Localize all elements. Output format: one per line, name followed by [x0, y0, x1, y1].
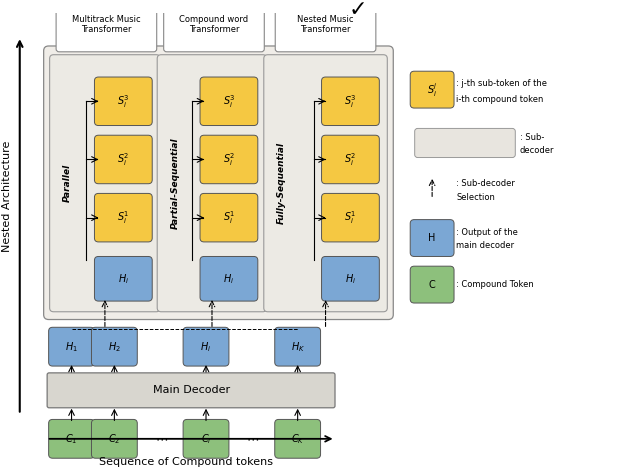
Text: Parallel: Parallel	[63, 164, 72, 202]
Text: $C_K$: $C_K$	[291, 432, 305, 446]
Text: $C_i$: $C_i$	[201, 432, 211, 446]
Text: $H_2$: $H_2$	[108, 340, 121, 354]
Text: : j-th sub-token of the: : j-th sub-token of the	[456, 79, 547, 88]
Text: $S_i^j$: $S_i^j$	[427, 81, 438, 98]
Text: H: H	[428, 233, 436, 243]
Text: Fully-Sequential: Fully-Sequential	[277, 142, 286, 224]
FancyBboxPatch shape	[264, 55, 387, 312]
FancyBboxPatch shape	[95, 77, 152, 126]
Text: Multitrack Music
Transformer: Multitrack Music Transformer	[72, 15, 141, 34]
Text: $S_i^1$: $S_i^1$	[344, 209, 356, 226]
Text: $C_1$: $C_1$	[65, 432, 77, 446]
FancyBboxPatch shape	[410, 219, 454, 257]
FancyBboxPatch shape	[410, 266, 454, 303]
Text: $S_i^1$: $S_i^1$	[223, 209, 236, 226]
FancyBboxPatch shape	[50, 55, 160, 312]
Text: $H_i$: $H_i$	[345, 272, 356, 286]
FancyBboxPatch shape	[410, 71, 454, 108]
Text: $S_i^3$: $S_i^3$	[223, 93, 236, 110]
Text: : Sub-decoder: : Sub-decoder	[456, 179, 515, 188]
Text: Sequence of Compound tokens: Sequence of Compound tokens	[99, 457, 273, 467]
FancyBboxPatch shape	[200, 135, 258, 184]
Text: $S_i^2$: $S_i^2$	[223, 151, 235, 168]
Text: Partial-Sequential: Partial-Sequential	[171, 137, 180, 229]
Text: Selection: Selection	[456, 193, 495, 202]
FancyBboxPatch shape	[92, 327, 138, 366]
Text: decoder: decoder	[520, 146, 554, 155]
FancyBboxPatch shape	[47, 373, 335, 408]
FancyBboxPatch shape	[200, 77, 258, 126]
Text: $C_2$: $C_2$	[108, 432, 120, 446]
FancyBboxPatch shape	[92, 419, 138, 458]
Text: $H_K$: $H_K$	[291, 340, 305, 354]
Text: $H_1$: $H_1$	[65, 340, 78, 354]
Text: Compound word
Transformer: Compound word Transformer	[179, 15, 248, 34]
Text: C: C	[429, 280, 435, 289]
FancyBboxPatch shape	[183, 327, 229, 366]
FancyBboxPatch shape	[183, 419, 229, 458]
Text: i-th compound token: i-th compound token	[456, 95, 543, 104]
Text: : Compound Token: : Compound Token	[456, 280, 534, 289]
FancyBboxPatch shape	[49, 419, 95, 458]
Text: $\cdots$: $\cdots$	[246, 432, 259, 446]
Text: Main Decoder: Main Decoder	[152, 386, 230, 395]
Text: $H_i$: $H_i$	[200, 340, 212, 354]
Text: $S_i^3$: $S_i^3$	[344, 93, 357, 110]
FancyBboxPatch shape	[321, 135, 380, 184]
FancyBboxPatch shape	[321, 257, 380, 301]
FancyBboxPatch shape	[415, 129, 515, 158]
FancyBboxPatch shape	[321, 193, 380, 242]
Text: Nested Music
Transformer: Nested Music Transformer	[298, 15, 354, 34]
FancyBboxPatch shape	[164, 0, 264, 52]
FancyBboxPatch shape	[95, 193, 152, 242]
Text: $S_i^3$: $S_i^3$	[117, 93, 130, 110]
Text: : Sub-: : Sub-	[520, 133, 544, 142]
FancyBboxPatch shape	[200, 257, 258, 301]
Text: $H_i$: $H_i$	[118, 272, 129, 286]
Text: $\cdots$: $\cdots$	[155, 432, 168, 446]
FancyBboxPatch shape	[321, 77, 380, 126]
FancyBboxPatch shape	[157, 55, 267, 312]
FancyBboxPatch shape	[200, 193, 258, 242]
FancyBboxPatch shape	[44, 46, 393, 319]
Text: $S_i^1$: $S_i^1$	[117, 209, 130, 226]
FancyBboxPatch shape	[275, 419, 321, 458]
Text: : Output of the: : Output of the	[456, 228, 518, 237]
Text: $S_i^2$: $S_i^2$	[344, 151, 356, 168]
Text: ✓: ✓	[349, 0, 368, 20]
Text: $S_i^2$: $S_i^2$	[117, 151, 129, 168]
FancyBboxPatch shape	[95, 135, 152, 184]
Text: main decoder: main decoder	[456, 241, 514, 250]
Text: Nested Architecture: Nested Architecture	[2, 141, 12, 252]
FancyBboxPatch shape	[56, 0, 157, 52]
FancyBboxPatch shape	[275, 0, 376, 52]
Text: $H_i$: $H_i$	[223, 272, 234, 286]
FancyBboxPatch shape	[49, 327, 95, 366]
FancyBboxPatch shape	[275, 327, 321, 366]
FancyBboxPatch shape	[95, 257, 152, 301]
